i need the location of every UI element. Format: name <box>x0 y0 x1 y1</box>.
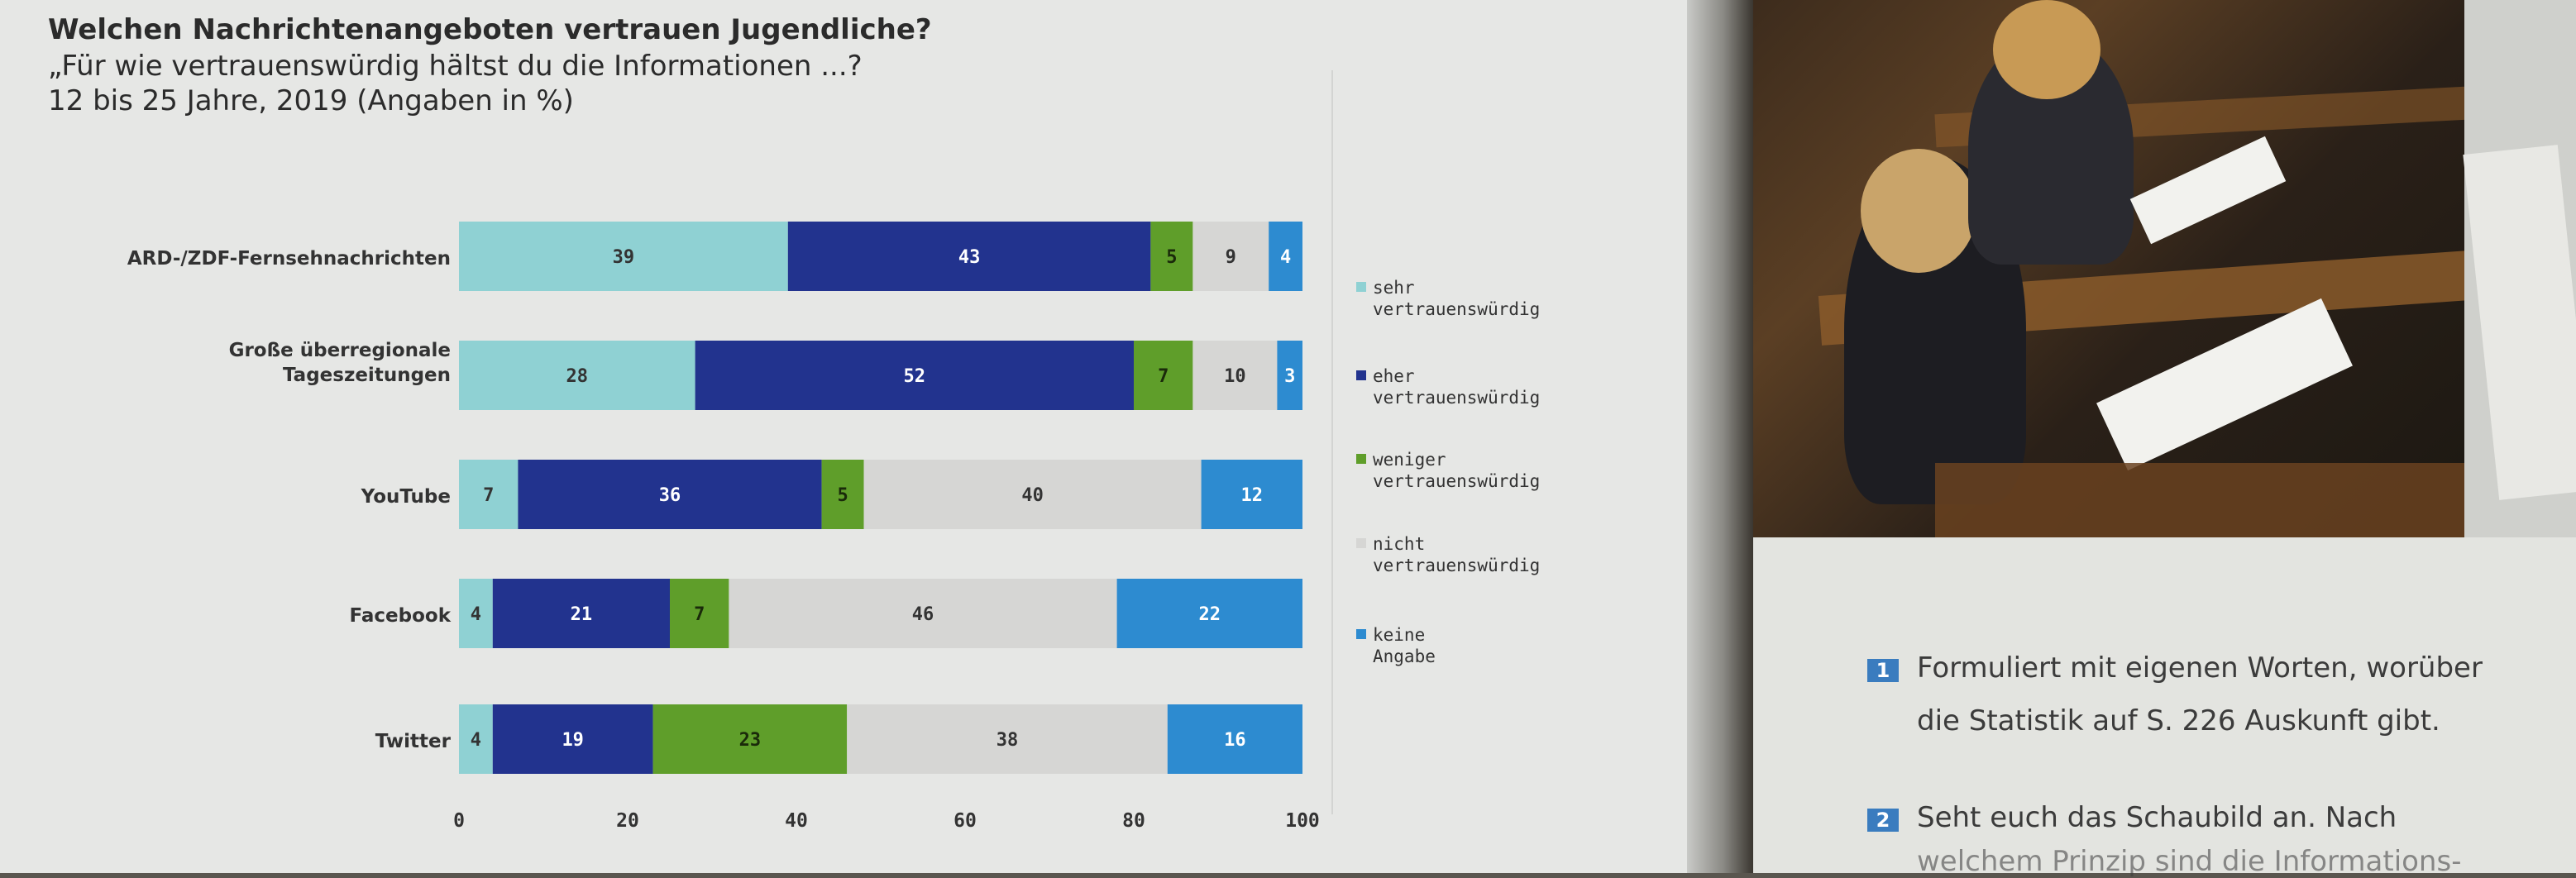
bar-segment <box>729 579 1117 648</box>
legend-label: vertrauenswürdig <box>1373 299 1540 319</box>
person-back-hair <box>1993 0 2100 99</box>
data-label: 40 <box>1021 485 1044 506</box>
task-1-badge: 1 <box>1867 659 1899 682</box>
category-label: Tageszeitungen <box>283 365 451 386</box>
data-label: 3 <box>1284 366 1295 387</box>
stacked-bar-chart: ARD-/ZDF-Fernsehnachrichten 39 43 5 9 4Große … <box>127 222 1540 832</box>
data-label: 46 <box>912 604 934 625</box>
legend-label: vertrauenswürdig <box>1373 471 1540 491</box>
newspaper-back <box>2129 136 2287 245</box>
bar-segment <box>1201 460 1302 529</box>
legend-label: eher <box>1373 366 1415 386</box>
person-front-hair <box>1861 149 1976 273</box>
chart-title: Welchen Nachrichtenangeboten vertrauen J… <box>48 13 932 46</box>
data-label: 4 <box>471 604 481 625</box>
legend-label: vertrauenswürdig <box>1373 556 1540 575</box>
chart-subtitle: „Für wie vertrauenswürdig hältst du die … <box>48 50 863 83</box>
legend-swatch <box>1356 282 1366 292</box>
bar-segment <box>459 341 695 410</box>
bar-segment <box>821 460 864 529</box>
legend-label: keine <box>1373 625 1425 645</box>
data-label: 21 <box>571 604 593 625</box>
task-1-line-2: die Statistik auf S. 226 Auskunft gibt. <box>1917 704 2440 737</box>
bar-segment <box>459 460 519 529</box>
task-1-line-1: Formuliert mit eigenen Worten, worüber <box>1917 651 2483 685</box>
legend-swatch <box>1356 538 1366 548</box>
task-2-line-2: welchem Prinzip sind die Informations- <box>1917 845 2462 878</box>
legend-swatch <box>1356 629 1366 639</box>
bar-segment <box>1269 222 1302 291</box>
data-label: 36 <box>659 485 681 506</box>
bar-segment <box>492 704 653 774</box>
paper-edge <box>2463 145 2576 500</box>
bar-segment <box>1134 341 1193 410</box>
bar-segment <box>652 704 848 774</box>
category-label: Facebook <box>350 605 452 627</box>
legend-swatch <box>1356 370 1366 380</box>
x-tick-label: 100 <box>1285 810 1320 832</box>
category-label: ARD-/ZDF-Fernsehnachrichten <box>127 248 451 270</box>
data-label: 12 <box>1241 485 1264 506</box>
data-label: 10 <box>1224 366 1246 387</box>
data-label: 52 <box>904 366 926 387</box>
x-tick-label: 80 <box>1122 810 1145 832</box>
data-label: 4 <box>1280 247 1291 268</box>
photo-right-strip <box>2463 0 2576 537</box>
data-label: 4 <box>471 730 481 751</box>
bar-segment <box>670 579 729 648</box>
data-label: 5 <box>1166 247 1177 268</box>
data-label: 7 <box>483 485 494 506</box>
data-label: 19 <box>562 730 584 751</box>
parliament-photo <box>1720 0 2464 537</box>
bar-segment <box>863 460 1202 529</box>
bar-segment <box>1192 341 1278 410</box>
data-label: 38 <box>996 730 1019 751</box>
newspaper <box>2096 298 2353 471</box>
bar-segment <box>1150 222 1193 291</box>
desk-front <box>1935 463 2464 537</box>
data-label: 7 <box>1158 366 1169 387</box>
legend-label: vertrauenswürdig <box>1373 388 1540 408</box>
data-label: 16 <box>1224 730 1246 751</box>
legend-swatch <box>1356 454 1366 464</box>
x-tick-label: 0 <box>453 810 465 832</box>
bar-segment <box>518 460 822 529</box>
task-2-badge: 2 <box>1867 809 1899 832</box>
category-label: Twitter <box>375 731 452 752</box>
x-tick-label: 40 <box>785 810 808 832</box>
data-label: 39 <box>613 247 635 268</box>
chart-note: 12 bis 25 Jahre, 2019 (Angaben in %) <box>48 84 574 117</box>
bar-segment <box>787 222 1151 291</box>
category-label: Große überregionale <box>229 340 451 361</box>
legend-frame <box>1331 70 1631 814</box>
legend-label: nicht <box>1373 534 1425 554</box>
x-tick-label: 60 <box>953 810 977 832</box>
bar-segment <box>1277 341 1302 410</box>
x-tick-label: 20 <box>616 810 639 832</box>
bar-segment <box>1116 579 1302 648</box>
data-label: 9 <box>1226 247 1236 268</box>
bar-segment <box>459 579 493 648</box>
legend-label: sehr <box>1373 278 1415 298</box>
data-label: 5 <box>837 485 848 506</box>
data-label: 43 <box>958 247 981 268</box>
book-gutter <box>1687 0 1753 873</box>
legend-label: Angabe <box>1373 647 1436 666</box>
data-label: 22 <box>1199 604 1221 625</box>
bar-segment <box>847 704 1168 774</box>
data-label: 7 <box>694 604 705 625</box>
legend-label: weniger <box>1373 450 1446 470</box>
data-label: 23 <box>739 730 762 751</box>
data-label: 28 <box>566 366 589 387</box>
task-2-line-1: Seht euch das Schaubild an. Nach <box>1917 801 2397 834</box>
bar-segment <box>695 341 1134 410</box>
bar-segment <box>1192 222 1269 291</box>
bar-segment <box>459 704 493 774</box>
bar-segment <box>459 222 788 291</box>
bar-segment <box>1167 704 1302 774</box>
bar-segment <box>492 579 670 648</box>
category-label: YouTube <box>361 486 451 508</box>
